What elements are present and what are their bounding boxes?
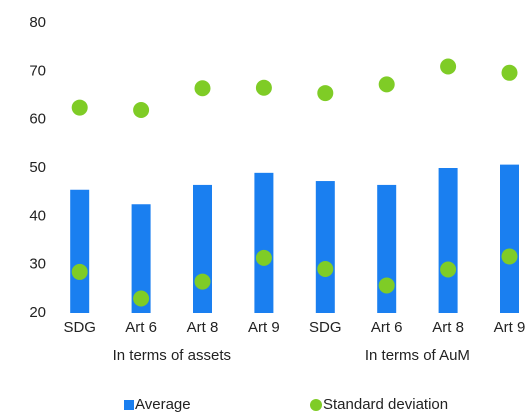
y-tick-label: 60 [29,111,46,128]
bar [254,172,274,313]
sd-upper-dot [501,64,518,81]
x-tick-label: Art 6 [371,319,403,336]
sd-upper-dot [317,85,334,102]
sd-lower-dot [255,249,272,266]
y-tick-label: 30 [29,256,46,273]
sd-upper-dot [71,99,88,116]
x-tick-label: Art 6 [125,319,157,336]
bar [193,184,212,313]
y-tick-label: 70 [29,62,46,79]
sd-upper-dot [378,76,395,93]
legend-label: Average [135,396,191,412]
sd-lower-dot [71,263,88,280]
sd-lower-dot [501,248,518,265]
x-tick-label: Art 8 [187,319,219,336]
group-label: In terms of assets [113,347,231,364]
y-tick-label: 50 [29,159,46,176]
sd-lower-dot [440,261,457,278]
x-tick-label: Art 9 [248,319,280,336]
x-tick-label: Art 8 [432,319,464,336]
legend-swatch [310,399,322,411]
bar [131,204,151,313]
sd-lower-dot [194,273,211,290]
sd-upper-dot [440,58,457,75]
sd-upper-dot [133,102,150,118]
bar [70,189,90,313]
group-label: In terms of AuM [365,347,470,364]
bar [377,184,397,313]
x-tick-label: SDG [63,319,96,336]
bar [438,168,458,313]
legend-swatch [124,400,134,410]
sd-upper-dot [194,80,211,97]
bar [315,181,335,313]
sd-lower-dot [378,277,395,294]
sd-upper-dot [255,79,272,96]
bar [500,164,519,313]
sd-lower-dot [317,261,334,278]
legend-label: Standard deviation [323,396,448,412]
x-tick-label: Art 9 [494,319,526,336]
y-tick-label: 40 [29,207,46,224]
y-tick-label: 80 [29,14,46,31]
x-tick-label: SDG [309,319,342,336]
y-tick-label: 20 [29,304,46,321]
sd-lower-dot [133,290,150,307]
